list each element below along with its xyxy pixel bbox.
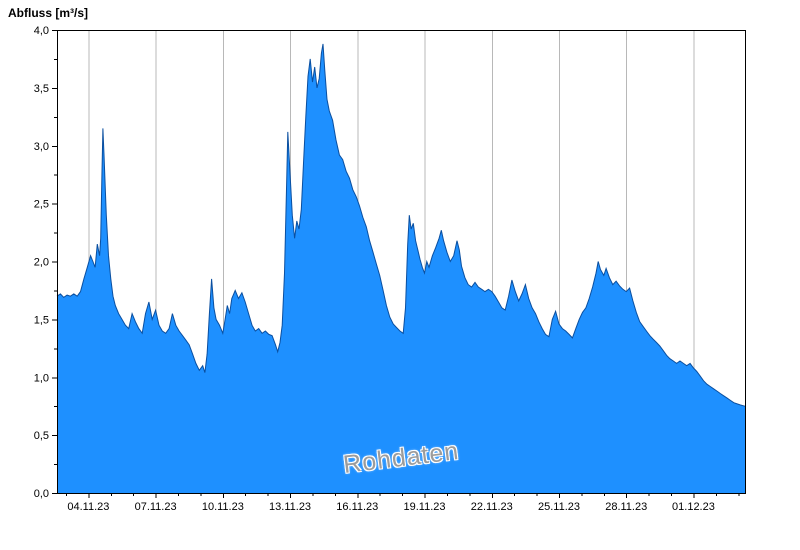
y-tick-label: 1,5 bbox=[34, 314, 49, 326]
y-tick-label: 0,0 bbox=[34, 488, 49, 500]
x-tick-label: 07.11.23 bbox=[135, 501, 177, 513]
y-tick-label: 2,0 bbox=[34, 257, 49, 269]
y-tick-label: 3,0 bbox=[34, 141, 49, 153]
y-tick-label: 1,0 bbox=[34, 372, 49, 384]
x-tick-label: 01.12.23 bbox=[672, 501, 715, 513]
plot-frame bbox=[57, 30, 746, 494]
x-tick-label: 28.11.23 bbox=[605, 501, 647, 513]
x-tick-label: 04.11.23 bbox=[67, 501, 109, 513]
x-tick-label: 10.11.23 bbox=[202, 501, 244, 513]
y-tick-label: 4,0 bbox=[34, 25, 49, 37]
y-tick-label: 2,5 bbox=[34, 199, 49, 211]
x-tick-label: 16.11.23 bbox=[336, 501, 378, 513]
x-tick-label: 13.11.23 bbox=[269, 501, 311, 513]
x-tick-label: 19.11.23 bbox=[404, 501, 446, 513]
y-tick-label: 3,5 bbox=[34, 83, 49, 95]
area-fill bbox=[57, 43, 745, 494]
x-tick-label: 22.11.23 bbox=[471, 501, 513, 513]
y-tick-label: 0,5 bbox=[34, 430, 49, 442]
area-line bbox=[56, 43, 746, 407]
y-axis-title: Abfluss [m³/s] bbox=[8, 6, 89, 20]
x-tick-label: 25.11.23 bbox=[538, 501, 580, 513]
